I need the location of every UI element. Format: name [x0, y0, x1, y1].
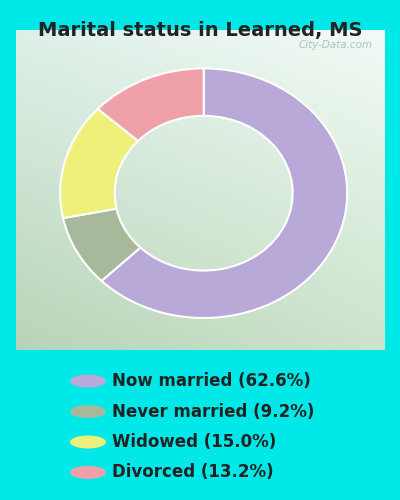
Wedge shape [63, 208, 140, 281]
Circle shape [70, 405, 106, 418]
Text: City-Data.com: City-Data.com [299, 40, 373, 50]
Text: Widowed (15.0%): Widowed (15.0%) [112, 433, 276, 451]
Wedge shape [102, 68, 347, 318]
Text: Now married (62.6%): Now married (62.6%) [112, 372, 311, 390]
Text: Marital status in Learned, MS: Marital status in Learned, MS [38, 21, 362, 40]
Circle shape [70, 374, 106, 388]
Circle shape [70, 436, 106, 448]
Circle shape [70, 466, 106, 479]
Text: Divorced (13.2%): Divorced (13.2%) [112, 464, 274, 481]
Text: Never married (9.2%): Never married (9.2%) [112, 402, 314, 420]
Wedge shape [60, 109, 138, 218]
Wedge shape [98, 68, 204, 141]
